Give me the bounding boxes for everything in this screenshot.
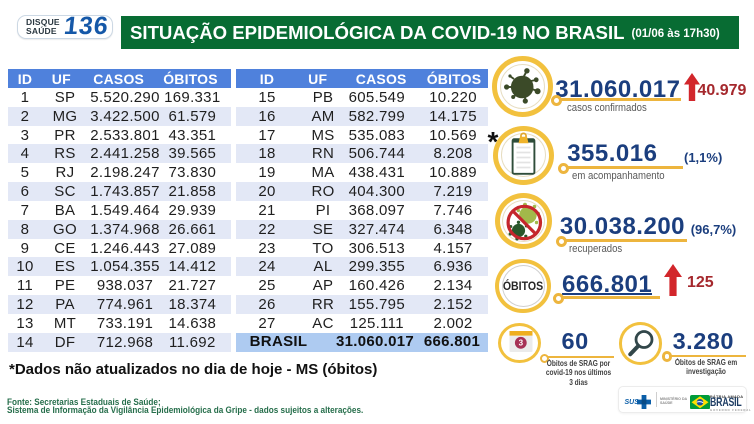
svg-text:3: 3	[518, 338, 523, 347]
